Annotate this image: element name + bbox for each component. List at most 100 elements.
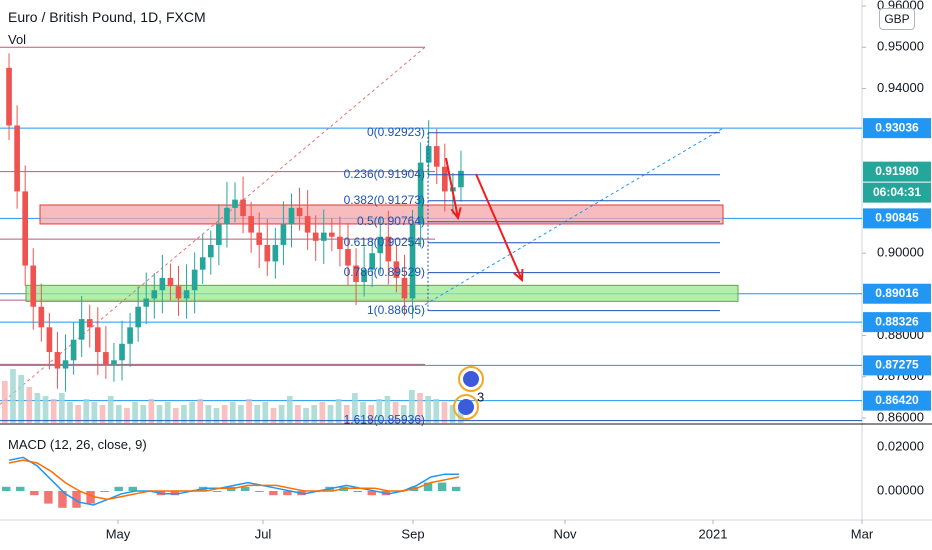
volume-bar [124, 408, 130, 423]
candle-body [417, 162, 424, 225]
price-tag-label: 0.90845 [875, 211, 919, 225]
volume-bar [115, 405, 122, 423]
volume-bar [91, 402, 98, 423]
candle-body [6, 67, 12, 126]
fib-level-label: 0.618(0.90254) [344, 235, 425, 249]
chart-title: Euro / British Pound, 1D, FXCM [8, 9, 206, 25]
candle-body [30, 265, 37, 307]
volume-bar [449, 405, 456, 423]
macd-histogram-bar [16, 486, 25, 491]
volume-bar [327, 405, 334, 423]
volume-bar [156, 405, 163, 423]
volume-bar [417, 393, 423, 423]
price-tag-box [863, 118, 931, 139]
candle-body [361, 269, 367, 283]
macd-line [8, 456, 459, 506]
drawings-layer[interactable]: 0(0.92923) 0.236(0.91904) 0.382(0.91273) 0.… [0, 125, 862, 427]
candle-body [159, 277, 166, 291]
candle-body [425, 146, 432, 163]
macd-tick-label: 0.02000 [877, 438, 924, 453]
volume-bar [433, 399, 440, 423]
candle-body [62, 360, 69, 369]
candle-body [304, 216, 311, 233]
candle-body [135, 306, 141, 328]
price-tag-box [863, 355, 931, 376]
candle-body [78, 319, 85, 340]
macd-histogram-bar [451, 486, 461, 491]
candle-body [385, 236, 392, 262]
price-tag-box [863, 161, 931, 182]
volume-bar [172, 408, 179, 423]
volume-bar [384, 396, 391, 423]
currency-badge[interactable]: GBP [879, 8, 915, 30]
candle-body [256, 232, 263, 245]
fib-level-label: 1.618(0.85936) [344, 413, 425, 427]
price-tag-label: 0.93036 [875, 120, 919, 134]
time-tick-label: Jul [255, 526, 272, 541]
volume-bar [26, 387, 33, 423]
candle-body [224, 207, 230, 225]
candle-body [54, 352, 61, 369]
candle-body [111, 360, 117, 365]
volume-bar [441, 402, 448, 423]
candle-body [272, 244, 279, 262]
macd-histogram-bar [423, 482, 433, 491]
price-tick-label: 0.95000 [877, 39, 924, 54]
candle-body [167, 277, 174, 287]
volume-label: Vol [8, 32, 27, 47]
event-badge-ring [458, 366, 484, 392]
candles-layer [6, 53, 464, 392]
volume-bar [335, 399, 342, 423]
volume-bar [67, 402, 73, 423]
candle-body [86, 319, 93, 328]
fib-level-label: 0(0.92923) [367, 125, 425, 139]
volume-bar [246, 399, 252, 423]
volume-bar [189, 402, 195, 423]
price-axis[interactable]: 0.960000.950000.940000.900000.880000.870… [862, 0, 931, 497]
macd-histogram-bar [100, 491, 109, 492]
volume-bar [254, 405, 261, 423]
candle-body [119, 343, 125, 361]
resistance-zone [39, 204, 724, 225]
candle-body [22, 191, 28, 266]
macd-histogram-bar [367, 491, 377, 496]
grid-layer [0, 0, 932, 521]
forecast-arrow-short-head [450, 207, 462, 221]
candle-body [458, 170, 464, 188]
volume-bar [376, 399, 383, 423]
time-tick-label: Mar [851, 526, 874, 541]
volume-bar [270, 408, 277, 423]
fib-level-label: 0.5(0.90764) [357, 214, 425, 228]
time-axis[interactable]: May Jul Sep Nov 2021 Mar [106, 520, 874, 541]
volume-bar [83, 399, 90, 423]
candle-body [38, 306, 45, 328]
price-tick-label: 0.90000 [877, 245, 924, 260]
candle-body [46, 327, 53, 353]
macd-histogram-bar [128, 486, 137, 491]
candle-body [329, 232, 335, 237]
macd-histogram-bar [44, 491, 53, 504]
volume-bar [107, 396, 114, 423]
candle-body [183, 290, 190, 299]
time-tick-label: Sep [401, 526, 424, 541]
volume-bar [457, 405, 464, 423]
volume-bar [132, 402, 138, 423]
volume-bar [343, 405, 350, 423]
macd-histogram-bar [58, 491, 67, 508]
volume-bar [58, 393, 65, 423]
volume-bar [278, 405, 285, 423]
macd-histogram-bar [437, 482, 447, 491]
volume-bar [360, 402, 366, 423]
macd-histogram-bar [255, 491, 264, 492]
event-badge-ring [453, 394, 479, 420]
forecast-arrow-short [445, 157, 459, 219]
price-tick-label: 0.94000 [877, 80, 924, 95]
candle-body [232, 199, 238, 208]
volume-bar [295, 405, 301, 423]
candle-body [442, 166, 448, 192]
candle-body [216, 224, 222, 245]
macd-label: MACD (12, 26, close, 9) [8, 437, 147, 452]
candle-body [127, 327, 133, 344]
candle-body [70, 339, 77, 361]
